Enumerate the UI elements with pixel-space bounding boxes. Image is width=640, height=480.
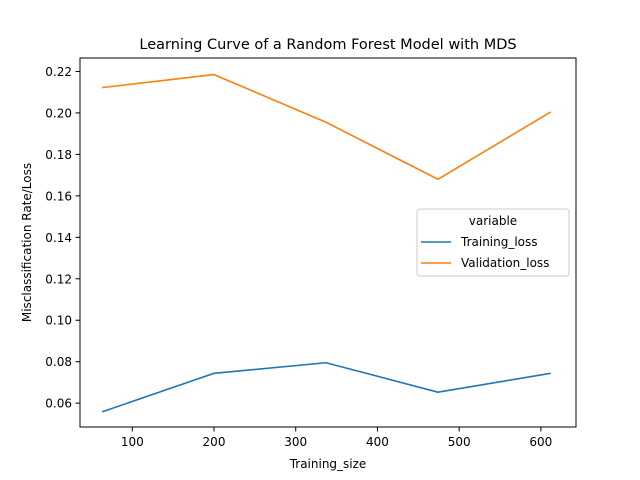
plot-frame	[79, 57, 577, 428]
x-axis-ticks: 100 200 300 400 500 600	[121, 427, 552, 449]
chart-title: Learning Curve of a Random Forest Model …	[139, 37, 516, 53]
y-axis-label: Misclassification Rate/Loss	[20, 163, 34, 322]
y-tick-label: 0.08	[45, 355, 72, 369]
series-line-validation-loss	[101, 73, 552, 181]
y-tick-label: 0.20	[45, 106, 72, 120]
series-line-training-loss	[101, 361, 551, 413]
x-tick-label: 200	[203, 435, 226, 449]
x-tick-label: 100	[121, 435, 144, 449]
x-axis-label: Training_size	[289, 457, 367, 471]
x-tick-label: 600	[529, 435, 552, 449]
y-tick-label: 0.22	[45, 65, 72, 79]
y-axis-ticks: 0.06 0.08 0.10 0.12 0.14 0.16 0.18 0.20 0.22	[45, 65, 80, 411]
legend-title: variable	[469, 214, 517, 228]
legend: variable Training_loss Validation_loss	[416, 208, 570, 277]
legend-box	[416, 208, 570, 277]
y-tick-label: 0.18	[45, 148, 72, 162]
series-layer	[101, 73, 552, 413]
y-tick-label: 0.06	[45, 397, 72, 411]
legend-label-validation-loss: Validation_loss	[461, 256, 549, 270]
y-tick-label: 0.10	[45, 314, 72, 328]
y-tick-label: 0.16	[45, 189, 72, 203]
y-tick-label: 0.14	[45, 231, 72, 245]
legend-label-training-loss: Training_loss	[460, 235, 538, 249]
y-tick-label: 0.12	[45, 272, 72, 286]
x-tick-label: 400	[366, 435, 389, 449]
x-tick-label: 500	[448, 435, 471, 449]
x-tick-label: 300	[284, 435, 307, 449]
